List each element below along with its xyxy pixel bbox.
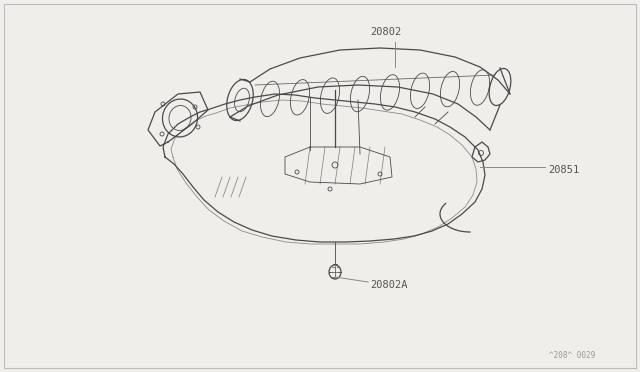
- Text: ^208^ 0029: ^208^ 0029: [548, 351, 595, 360]
- Text: 20802A: 20802A: [370, 280, 408, 290]
- Text: 20802: 20802: [370, 27, 401, 37]
- Text: 20851: 20851: [548, 165, 579, 175]
